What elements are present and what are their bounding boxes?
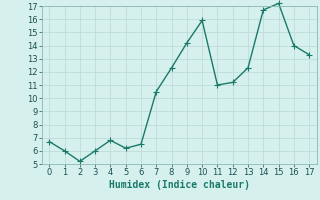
X-axis label: Humidex (Indice chaleur): Humidex (Indice chaleur) bbox=[109, 180, 250, 190]
